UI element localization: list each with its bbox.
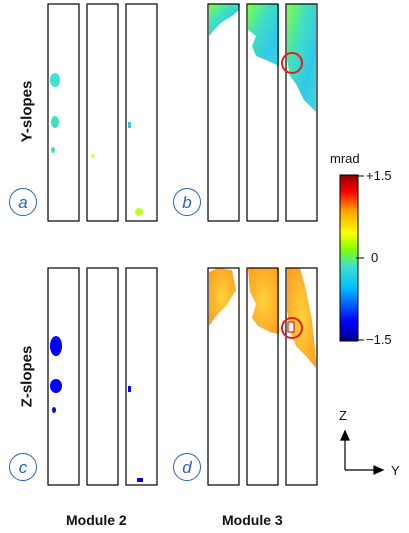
slope-speck — [128, 386, 131, 392]
slope-speck — [91, 154, 95, 158]
panel-a-fill — [50, 73, 143, 216]
row-label-z-slopes: Z-slopes — [18, 345, 36, 408]
strip-a-1 — [47, 3, 80, 222]
panel-c-fill — [50, 336, 143, 482]
strip-c-1 — [47, 267, 80, 486]
axis-label-y: Y — [391, 463, 400, 478]
highlight-circle-d — [281, 317, 303, 339]
strip-a-2 — [86, 3, 119, 222]
panel-letter-a: a — [9, 188, 37, 216]
slope-region — [209, 268, 236, 326]
highlight-circle-b — [281, 52, 303, 74]
column-label-module-3: Module 3 — [222, 512, 283, 528]
panel-letter-b: b — [173, 188, 201, 216]
slope-region — [209, 4, 240, 36]
strip-d-2 — [246, 267, 279, 486]
strip-c-2 — [86, 267, 119, 486]
strip-c-3 — [125, 267, 158, 486]
colorbar — [339, 174, 364, 342]
column-label-module-2: Module 2 — [66, 512, 127, 528]
strip-a-3 — [125, 3, 158, 222]
colorbar-gradient — [339, 174, 359, 342]
strip-b-1 — [207, 3, 240, 222]
axis-indicator — [340, 429, 385, 475]
row-label-y-slopes: Y-slopes — [18, 80, 36, 143]
slope-speck — [135, 208, 143, 216]
slope-speck — [50, 379, 62, 393]
panel-letter-d: d — [173, 453, 201, 481]
slope-region — [248, 4, 279, 66]
slope-speck — [137, 478, 143, 482]
strip-b-3 — [285, 3, 318, 222]
colorbar-max-label: +1.5 — [366, 168, 392, 183]
strip-d-1 — [207, 267, 240, 486]
strip-outlines — [47, 3, 318, 486]
strip-d-3 — [285, 267, 318, 486]
axis-label-z: Z — [339, 408, 347, 423]
slope-region — [287, 268, 316, 368]
colorbar-min-label: −1.5 — [366, 332, 392, 347]
y-axis-arrowhead — [373, 465, 385, 475]
panel-d-fill — [209, 268, 316, 368]
colorbar-unit: mrad — [330, 151, 360, 166]
slope-speck — [128, 122, 131, 128]
highlight-marker-d — [287, 321, 295, 333]
panel-letter-c: c — [9, 453, 37, 481]
strip-b-2 — [246, 3, 279, 222]
slope-speck — [50, 336, 62, 356]
slope-speck — [51, 147, 55, 153]
colorbar-mid-label: 0 — [371, 250, 379, 265]
z-axis-arrowhead — [340, 429, 350, 441]
slope-speck — [50, 73, 60, 87]
slope-speck — [52, 407, 56, 413]
slope-speck — [51, 116, 59, 128]
slope-region — [248, 268, 279, 334]
panel-b-fill — [209, 4, 316, 112]
